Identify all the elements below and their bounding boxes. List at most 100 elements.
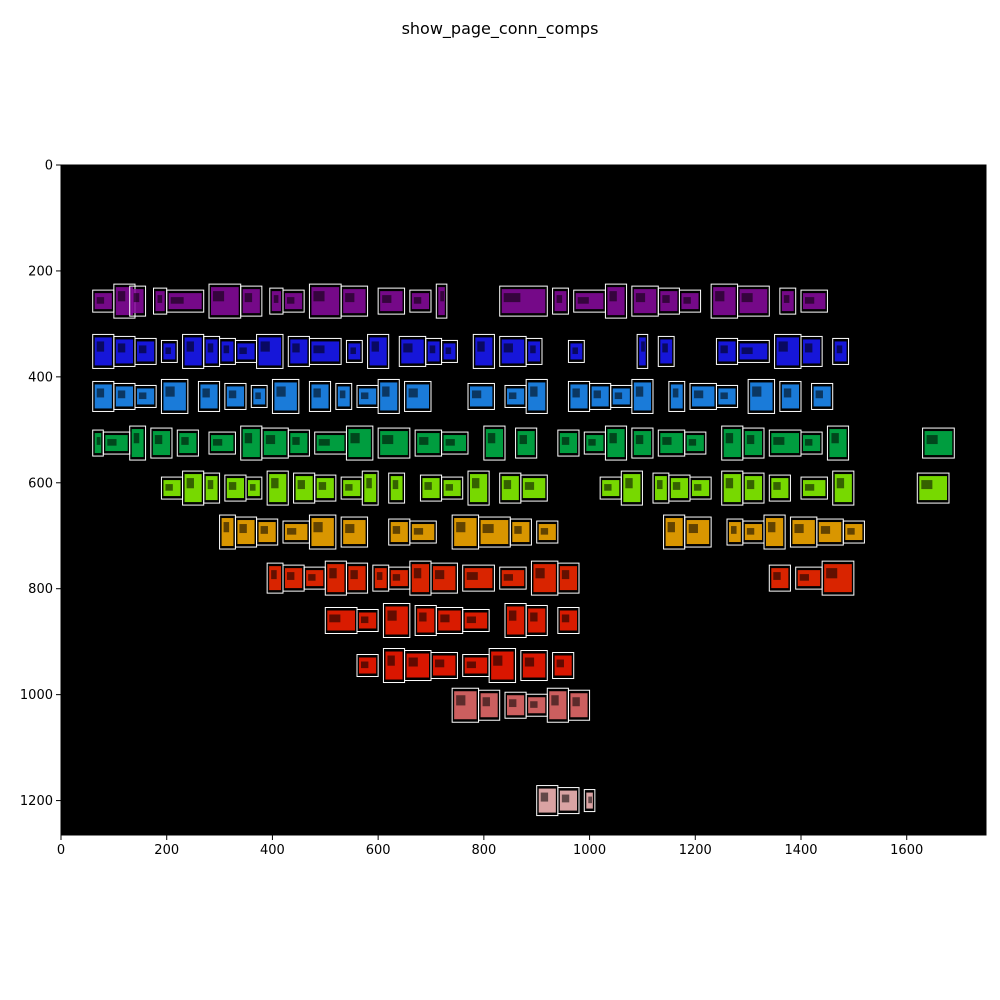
component-box xyxy=(922,427,955,459)
image-area xyxy=(60,164,987,836)
component-gap xyxy=(329,568,337,579)
component-box xyxy=(129,285,147,317)
component-gap xyxy=(657,480,663,490)
component-gap xyxy=(273,295,279,303)
component-gap xyxy=(271,478,279,489)
x-tick-label: 1000 xyxy=(573,843,606,858)
component-gap xyxy=(345,293,355,303)
component-box xyxy=(567,339,585,363)
component-gap xyxy=(403,343,413,353)
component-gap xyxy=(154,435,163,445)
component-box xyxy=(441,431,469,455)
component-gap xyxy=(271,570,277,580)
component-gap xyxy=(530,386,538,397)
component-gap xyxy=(313,522,323,533)
component-box xyxy=(620,470,643,506)
component-gap xyxy=(720,392,728,400)
component-gap xyxy=(213,439,223,446)
component-gap xyxy=(228,482,237,490)
component-gap xyxy=(276,386,286,397)
component-gap xyxy=(662,295,670,303)
component-gap xyxy=(831,433,839,444)
component-gap xyxy=(376,572,383,580)
component-gap xyxy=(366,478,372,489)
y-tick-label: 400 xyxy=(28,370,53,385)
component-box xyxy=(377,427,411,459)
component-box xyxy=(832,470,855,506)
text-line-2 xyxy=(92,378,834,414)
component-gap xyxy=(287,572,295,580)
component-gap xyxy=(165,484,173,491)
component-box xyxy=(441,476,464,500)
component-gap xyxy=(799,574,809,581)
component-gap xyxy=(503,343,513,353)
component-box xyxy=(409,289,432,313)
component-gap xyxy=(503,293,521,303)
component-box xyxy=(567,689,591,721)
component-gap xyxy=(117,390,126,399)
component-gap xyxy=(487,433,496,444)
component-gap xyxy=(593,390,601,399)
x-tick-label: 1600 xyxy=(890,843,923,858)
component-gap xyxy=(207,480,214,490)
component-box xyxy=(636,333,649,369)
component-gap xyxy=(572,388,580,398)
component-gap xyxy=(313,345,325,354)
component-gap xyxy=(519,435,527,445)
component-gap xyxy=(688,439,697,446)
component-box xyxy=(129,425,147,461)
component-gap xyxy=(435,570,445,580)
component-box xyxy=(488,648,517,684)
component-gap xyxy=(794,524,804,534)
component-box xyxy=(478,689,501,721)
x-tick-label: 600 xyxy=(366,843,391,858)
component-gap xyxy=(694,484,702,491)
component-gap xyxy=(440,614,450,623)
component-gap xyxy=(392,480,399,490)
component-box xyxy=(308,514,337,550)
component-gap xyxy=(287,297,295,304)
component-box xyxy=(557,562,580,594)
x-tick-label: 1200 xyxy=(679,843,712,858)
component-box xyxy=(768,474,791,502)
component-gap xyxy=(339,390,346,399)
component-gap xyxy=(509,699,517,708)
component-gap xyxy=(313,388,321,398)
component-box xyxy=(525,378,548,414)
component-box xyxy=(287,429,310,457)
component-box xyxy=(678,289,702,313)
y-tick-label: 1200 xyxy=(20,794,53,809)
text-line-9 xyxy=(451,687,591,723)
x-tick-label: 0 xyxy=(57,843,65,858)
component-box xyxy=(409,520,437,544)
component-gap xyxy=(683,297,691,304)
component-gap xyxy=(170,297,184,304)
component-box xyxy=(499,566,527,590)
component-gap xyxy=(392,526,401,534)
component-box xyxy=(166,289,205,313)
component-box xyxy=(483,425,506,461)
component-box xyxy=(377,378,400,414)
component-gap xyxy=(540,792,549,802)
text-line-8 xyxy=(356,648,575,684)
component-gap xyxy=(921,480,933,490)
component-gap xyxy=(260,341,270,352)
component-box xyxy=(557,606,580,634)
component-box xyxy=(509,518,532,546)
component-gap xyxy=(815,390,823,399)
component-gap xyxy=(413,297,422,304)
component-gap xyxy=(609,291,617,302)
component-gap xyxy=(244,433,253,444)
component-gap xyxy=(297,480,305,490)
x-axis: 0 200 400 600 800 1000 1200 1400 1600 xyxy=(57,835,923,858)
component-gap xyxy=(641,341,645,352)
component-gap xyxy=(572,697,580,707)
component-box xyxy=(224,382,247,410)
component-box xyxy=(345,425,374,461)
component-box xyxy=(404,380,432,412)
component-gap xyxy=(805,484,815,491)
component-gap xyxy=(572,347,578,355)
component-box xyxy=(345,339,363,363)
component-box xyxy=(430,652,458,680)
component-box xyxy=(515,427,538,459)
